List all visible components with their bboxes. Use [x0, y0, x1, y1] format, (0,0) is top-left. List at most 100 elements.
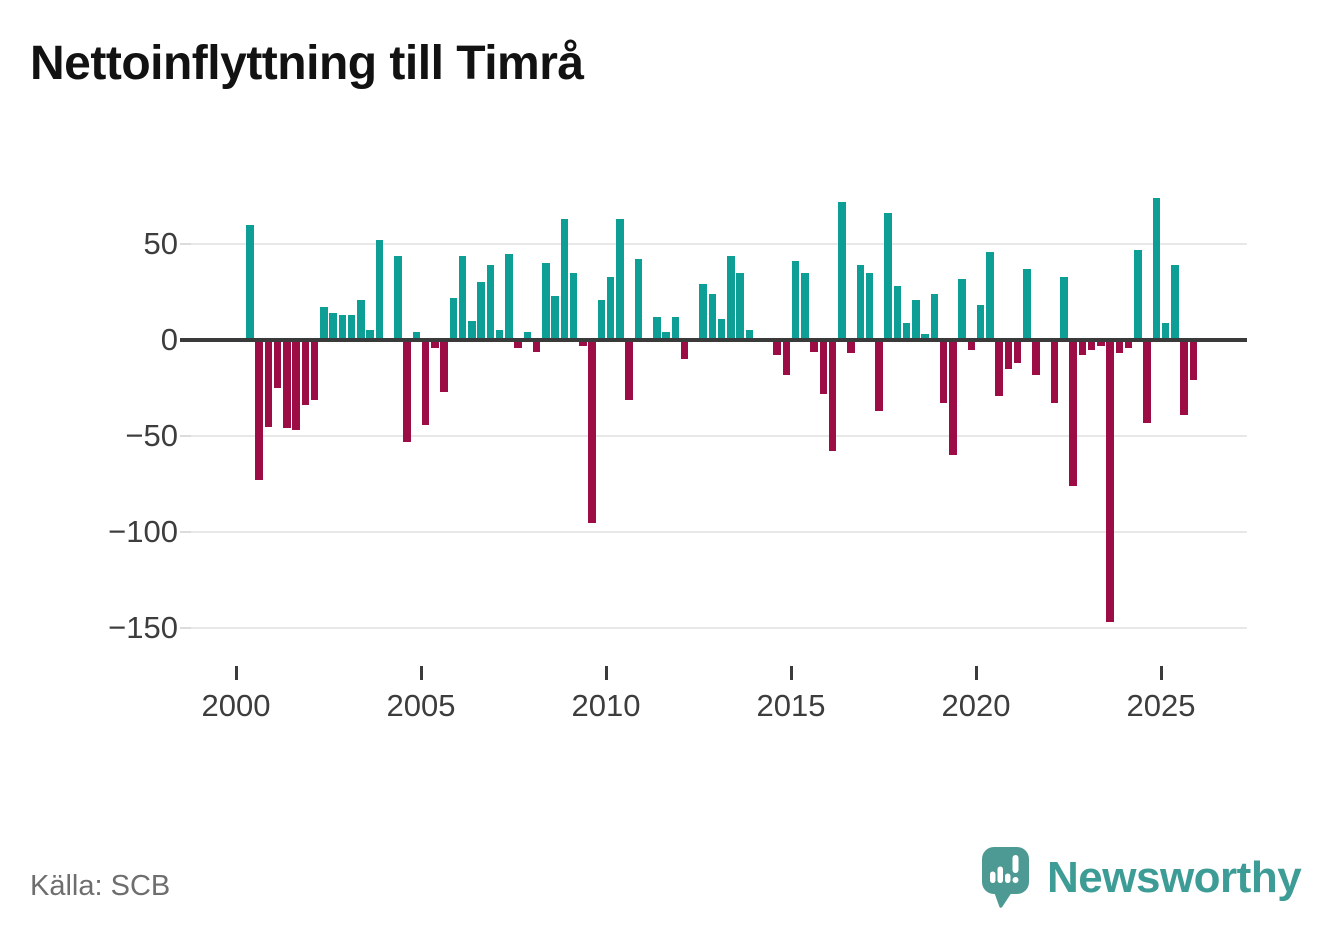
x-axis-tick [604, 666, 608, 680]
bar-positive [708, 293, 717, 340]
bar-positive [458, 255, 467, 340]
bar-negative [1097, 340, 1105, 346]
x-tick-label: 2010 [571, 688, 641, 723]
x-tick-label: 2015 [756, 688, 826, 723]
bar-positive [976, 305, 985, 340]
bar-positive [505, 253, 513, 340]
y-axis-tick [180, 338, 191, 342]
bar-positive [523, 332, 532, 340]
bar-positive [357, 299, 365, 340]
bar-positive [662, 332, 670, 340]
bar-negative [1115, 340, 1124, 354]
bar-negative [1069, 340, 1077, 486]
bar-positive [597, 299, 606, 340]
x-axis-tick [974, 666, 978, 680]
bar-positive [394, 255, 402, 340]
bar-negative [810, 340, 818, 352]
bar-positive [542, 263, 550, 340]
x-tick-label: 2020 [941, 688, 1011, 723]
bar-negative [588, 340, 596, 523]
bar-negative [579, 340, 587, 346]
bar-negative [1180, 340, 1188, 415]
x-tick-label: 2000 [201, 688, 271, 723]
bar-positive [320, 307, 328, 340]
chart-title: Nettoinflyttning till Timrå [30, 37, 584, 90]
bar-negative [283, 340, 291, 429]
bar-positive [634, 259, 643, 340]
bar-positive [329, 313, 337, 340]
bar-positive [477, 282, 485, 340]
bar-negative [1087, 340, 1096, 350]
bar-positive [569, 272, 578, 340]
bar-negative [255, 340, 263, 481]
bar-positive [347, 315, 356, 340]
y-tick-label: −50 [125, 418, 178, 454]
gridline [190, 242, 1247, 245]
bar-positive [699, 284, 707, 340]
bar-positive [791, 261, 800, 340]
bar-positive [616, 219, 624, 340]
bar-negative [292, 340, 300, 431]
bar-negative [1078, 340, 1087, 356]
bar-positive [495, 330, 504, 340]
y-tick-label: −150 [108, 610, 178, 646]
x-tick-label: 2025 [1126, 688, 1196, 723]
y-axis-tick [180, 435, 191, 438]
gridline [190, 435, 1247, 438]
bar-positive [986, 251, 994, 340]
bar-positive [717, 318, 726, 340]
bar-positive [856, 265, 865, 340]
bar-negative [1106, 340, 1114, 623]
bar-positive [1171, 265, 1179, 340]
bar-negative [514, 340, 522, 348]
y-axis-tick [180, 242, 191, 245]
bar-positive [930, 293, 939, 340]
bar-negative [782, 340, 791, 375]
bar-negative [1124, 340, 1133, 348]
bar-positive [958, 278, 966, 340]
bar-positive [921, 334, 929, 340]
bar-positive [745, 330, 754, 340]
source-label: Källa: SCB [30, 870, 171, 902]
bar-positive [1023, 268, 1031, 340]
bar-positive [1060, 276, 1068, 340]
bar-negative [995, 340, 1003, 396]
bar-negative [875, 340, 883, 412]
bar-negative [1013, 340, 1022, 364]
bar-positive [486, 265, 495, 340]
bar-positive [653, 316, 661, 340]
bar-negative [680, 340, 689, 360]
bar-positive [736, 272, 744, 340]
bar-positive [838, 201, 846, 340]
bar-positive [884, 213, 892, 340]
y-tick-label: −100 [108, 514, 178, 550]
newsworthy-logo: Newsworthy [980, 845, 1302, 911]
bar-positive [902, 322, 911, 340]
bar-positive [449, 297, 458, 340]
bar-positive [366, 330, 374, 340]
bar-negative [1143, 340, 1151, 423]
bar-positive [375, 240, 384, 340]
bar-negative [532, 340, 541, 352]
bar-negative [1032, 340, 1040, 375]
bar-negative [1050, 340, 1059, 404]
bar-negative [431, 340, 439, 348]
bar-positive [1134, 249, 1142, 340]
bar-positive [912, 299, 920, 340]
speech-bubble-bar-chart-icon [982, 847, 1029, 908]
bar-negative [440, 340, 448, 392]
bar-positive [1152, 197, 1161, 340]
bar-negative [847, 340, 855, 354]
bar-negative [1189, 340, 1198, 381]
bar-negative [773, 340, 781, 356]
bar-positive [412, 332, 421, 340]
bar-negative [273, 340, 282, 388]
bar-positive [671, 316, 680, 340]
bar-positive [468, 320, 476, 340]
x-tick-label: 2005 [386, 688, 456, 723]
bar-negative [421, 340, 430, 425]
bar-positive [551, 295, 559, 340]
gridline [190, 531, 1247, 534]
x-axis-tick [234, 666, 238, 680]
